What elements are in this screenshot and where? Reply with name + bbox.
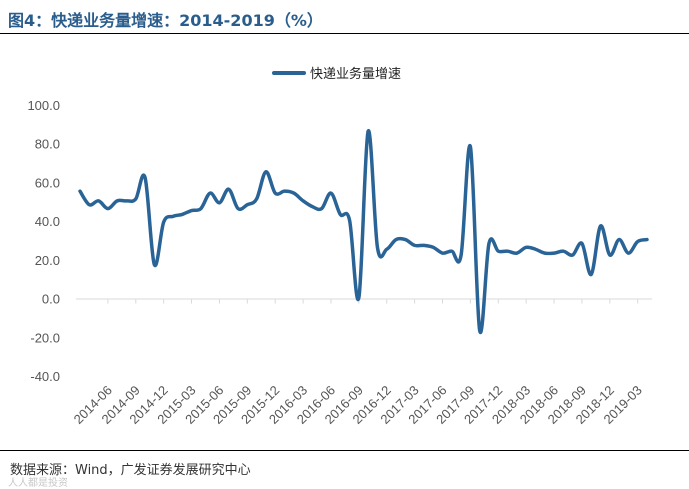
data-point [562, 250, 565, 253]
data-point [404, 238, 407, 241]
top-rule [0, 33, 689, 34]
data-point [227, 188, 230, 191]
data-point [311, 205, 314, 208]
data-point [376, 246, 379, 249]
watermark: 人人都是投资 [8, 478, 68, 489]
data-point [618, 238, 621, 241]
legend: 快递业务量增速 [272, 66, 401, 82]
data-point [125, 199, 128, 202]
data-point [590, 273, 593, 276]
data-point [79, 190, 82, 193]
data-point [599, 225, 602, 228]
data-point [534, 248, 537, 251]
legend-label: 快递业务量增速 [310, 66, 401, 82]
data-point [422, 244, 425, 247]
data-point [302, 199, 305, 202]
data-point [506, 250, 509, 253]
data-point [190, 209, 193, 212]
data-point [274, 192, 277, 195]
bottom-rule [0, 450, 689, 451]
data-point [608, 254, 611, 257]
data-point [395, 238, 398, 241]
y-tick-label: 60.0 [35, 175, 60, 190]
data-point [487, 242, 490, 245]
data-point [329, 192, 332, 195]
data-point [209, 192, 212, 195]
data-point [385, 248, 388, 251]
line-chart: 快递业务量增速 100.0 80.0 60.0 40.0 20.0 0.0 -20.0 -40… [27, 66, 652, 427]
data-point [320, 207, 323, 210]
source-note: 数据来源：Wind，广发证券发展研究中心 [10, 463, 251, 478]
data-point [292, 192, 295, 195]
y-tick-label: 40.0 [35, 214, 60, 229]
data-point [153, 263, 156, 266]
y-tick-label: 100.0 [27, 98, 60, 113]
data-point [134, 197, 137, 200]
data-point [515, 252, 518, 255]
data-point [543, 252, 546, 255]
data-point [106, 207, 109, 210]
y-tick-label: -40.0 [30, 369, 60, 384]
data-point [348, 219, 351, 222]
y-tick-label: 80.0 [35, 137, 60, 152]
y-tick-label: 0.0 [42, 292, 60, 307]
data-point [571, 254, 574, 257]
data-point [478, 329, 481, 332]
series-line [78, 129, 649, 335]
data-point [181, 213, 184, 216]
data-point [255, 197, 258, 200]
data-point [283, 190, 286, 193]
y-tick-label: -20.0 [30, 330, 60, 345]
data-point [246, 203, 249, 206]
data-point [218, 201, 221, 204]
data-point [339, 213, 342, 216]
data-point [171, 215, 174, 218]
data-point [367, 130, 370, 133]
figure-title: 图4：快递业务量增速：2014-2019（%） [8, 11, 323, 30]
data-point [413, 244, 416, 247]
data-point [525, 246, 528, 249]
data-point [450, 250, 453, 253]
data-point [441, 252, 444, 255]
data-point [88, 203, 91, 206]
y-axis: 100.0 80.0 60.0 40.0 20.0 0.0 -20.0 -40.0 [27, 98, 60, 384]
data-point [469, 145, 472, 148]
data-point [264, 170, 267, 173]
data-point [116, 199, 119, 202]
data-point [97, 199, 100, 202]
y-tick-label: 20.0 [35, 253, 60, 268]
data-point [357, 296, 360, 299]
data-point [497, 250, 500, 253]
data-point [646, 238, 649, 241]
data-point [553, 252, 556, 255]
x-axis: 2014-062014-092014-122015-032015-062015-… [71, 299, 645, 427]
data-point [627, 252, 630, 255]
data-point [460, 254, 463, 257]
data-point [636, 240, 639, 243]
data-point [144, 176, 147, 179]
data-point [199, 207, 202, 210]
data-point [237, 207, 240, 210]
data-point [580, 242, 583, 245]
data-point [162, 221, 165, 224]
data-point [432, 246, 435, 249]
